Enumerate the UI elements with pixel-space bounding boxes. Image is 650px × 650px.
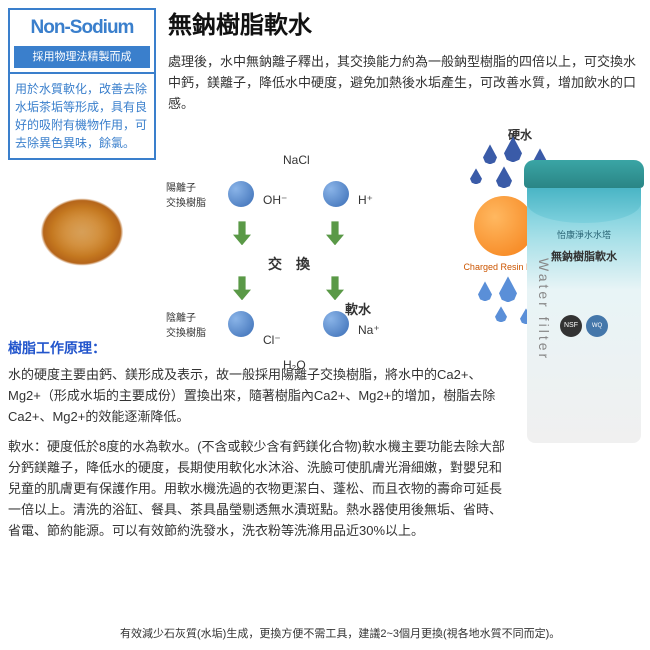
principle-p1: 水的硬度主要由鈣、鎂形成及表示，故一般採用陽離子交換樹脂，將水中的Ca2+、Mg… [8,365,510,427]
ns-description: 用於水質軟化，改善去除水垢茶垢等形成，具有良好的吸附有機物作用，可去除異色異味，… [8,74,156,160]
filter-body: 怡康淨水水塔 無鈉樹脂軟水 Water filter NSF WQ [527,188,641,443]
arrow-down-icon [233,221,251,245]
intro-text: 處理後，水中無鈉離子釋出，其交換能力約為一般鈉型樹脂的四倍以上，可交換水中鈣，鎂… [168,52,642,114]
bead-icon [323,181,349,207]
bead-icon [228,311,254,337]
page-title: 無鈉樹脂軟水 [168,8,642,44]
drop-icon [470,168,482,184]
soft-water-label: 軟水 [345,300,371,320]
sidebar: Non-Sodium 採用物理法精製而成 用於水質軟化，改善去除水垢茶垢等形成，… [8,8,156,292]
filter-cap [524,160,644,188]
drop-icon [483,144,497,164]
drop-icon [478,281,492,301]
anion-label: 陰離子 交換樹脂 [166,311,206,341]
drop-icon [495,306,507,322]
arrow-down-icon [326,221,344,245]
h-label: H⁺ [358,191,373,209]
nsf-badge: NSF [560,315,582,337]
brand-label: 怡康淨水水塔 [535,229,633,243]
principle-p2: 軟水：硬度低於8度的水為軟水。(不含或較少含有鈣鎂化合物)軟水機主要功能去除大部… [8,437,510,541]
na-label: Na⁺ [358,321,380,339]
non-sodium-box: Non-Sodium 採用物理法精製而成 [8,8,156,74]
bead-icon [228,181,254,207]
principle-section: 樹脂工作原理： 水的硬度主要由鈣、鎂形成及表示，故一般採用陽離子交換樹脂，將水中… [8,338,510,541]
exchange-label: 交 換 [268,254,310,275]
ns-title: Non-Sodium [14,14,150,43]
drop-icon [496,166,512,188]
nacl-label: NaCl [283,151,310,169]
cation-label: 陽離子 交換樹脂 [166,181,206,211]
principle-heading: 樹脂工作原理： [8,338,510,359]
arrow-down-icon [326,276,344,300]
ns-subtitle: 採用物理法精製而成 [14,46,150,69]
arrow-down-icon [233,276,251,300]
drop-icon [499,276,517,302]
vertical-text: Water filter [533,258,554,361]
filter-product: 怡康淨水水塔 無鈉樹脂軟水 Water filter NSF WQ [524,160,644,450]
oh-label: OH⁻ [263,191,287,209]
wq-badge: WQ [586,315,608,337]
footer-note: 有效減少石灰質(水垢)生成，更換方便不需工具，建議2~3個月更換(視各地水質不同… [120,626,642,643]
wave-graphic [527,188,641,223]
resin-image [8,172,156,292]
